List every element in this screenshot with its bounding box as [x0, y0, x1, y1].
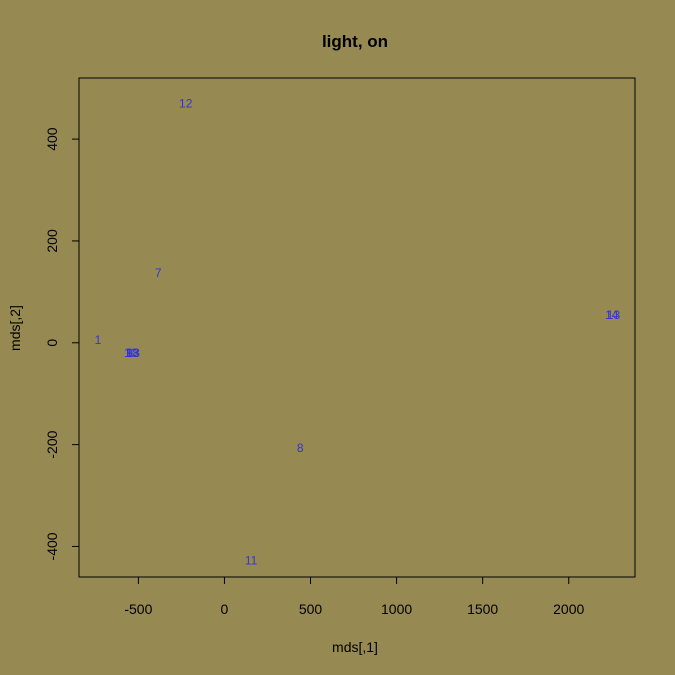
plot-frame — [78, 77, 636, 578]
y-tick-label: -400 — [44, 532, 60, 560]
x-axis-title: mds[,1] — [332, 639, 378, 655]
y-tick-label: 0 — [44, 339, 60, 347]
point-label: 12 — [179, 96, 193, 110]
x-tick-label: 2000 — [553, 601, 584, 617]
point-label: 8 — [297, 441, 304, 455]
point-label: 14 — [605, 308, 619, 322]
point-label: 13 — [607, 308, 621, 322]
x-axis: -500 0 500 1000 1500 2000 — [124, 576, 585, 617]
x-tick-label: 500 — [299, 601, 323, 617]
x-tick-label: -500 — [124, 601, 152, 617]
y-axis: -400 -200 0 200 400 — [44, 127, 80, 560]
y-tick-label: 200 — [44, 229, 60, 253]
chart-title: light, on — [322, 32, 388, 51]
point-label: 1 — [95, 333, 102, 347]
point-label: 13 — [127, 346, 141, 360]
point-label: 10 — [124, 346, 138, 360]
y-tick-label: -200 — [44, 430, 60, 458]
point-label: 11 — [245, 554, 258, 568]
x-tick-label: 1500 — [467, 601, 498, 617]
point-label: 9 — [126, 346, 133, 360]
x-tick-label: 1000 — [381, 601, 412, 617]
point-label: 18 — [126, 346, 140, 360]
y-axis-title: mds[,2] — [7, 305, 23, 351]
y-tick-label: 400 — [44, 127, 60, 151]
x-tick-label: 0 — [221, 601, 229, 617]
point-label: 7 — [155, 266, 162, 280]
